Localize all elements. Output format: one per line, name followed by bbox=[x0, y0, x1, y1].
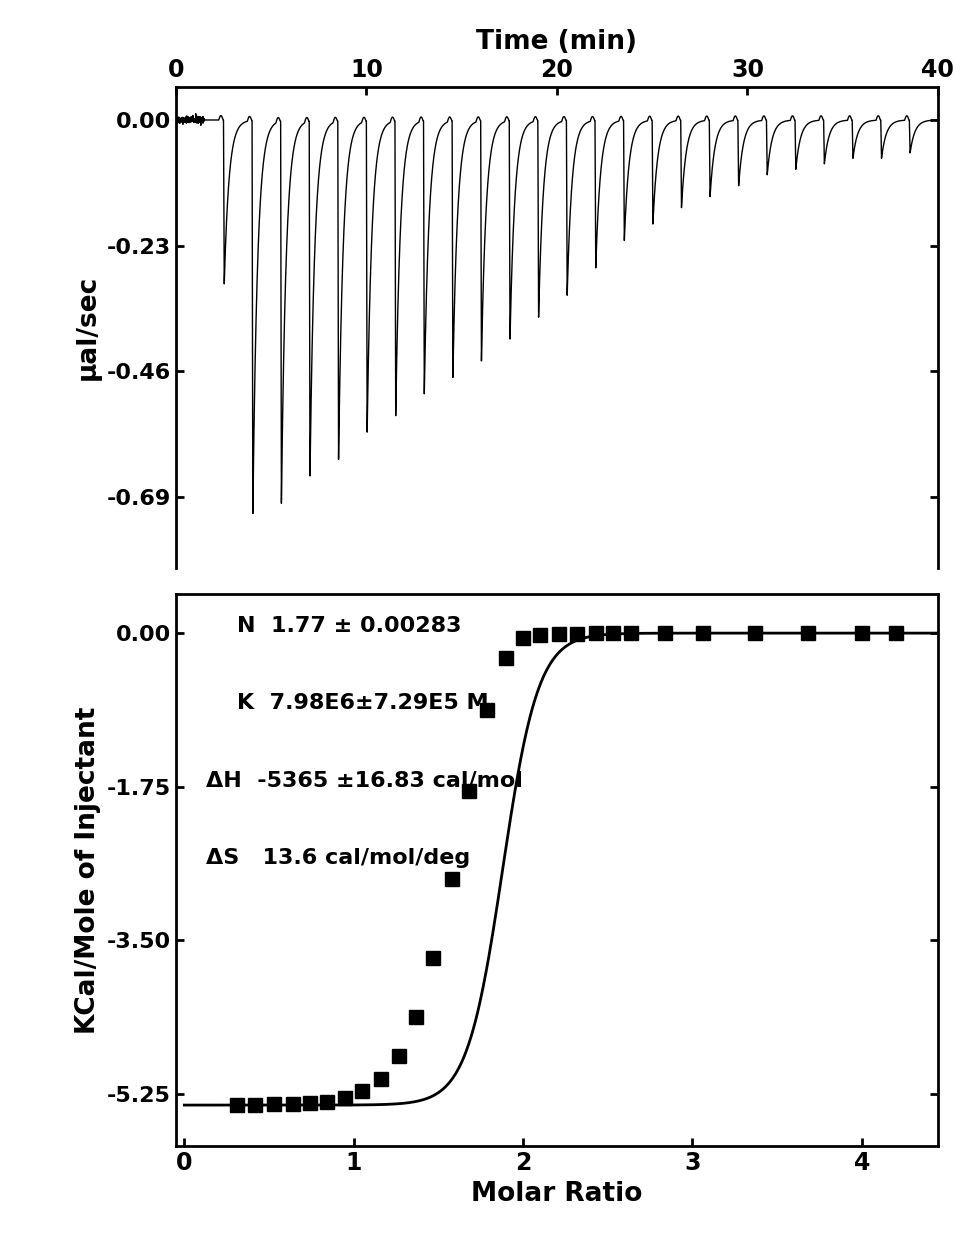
Text: K  7.98E6±7.29E5 M: K 7.98E6±7.29E5 M bbox=[236, 693, 488, 713]
Y-axis label: KCal/Mole of Injectant: KCal/Mole of Injectant bbox=[75, 706, 102, 1034]
Text: ΔS   13.6 cal/mol/deg: ΔS 13.6 cal/mol/deg bbox=[206, 847, 471, 868]
Text: N  1.77 ± 0.00283: N 1.77 ± 0.00283 bbox=[236, 616, 461, 635]
X-axis label: Molar Ratio: Molar Ratio bbox=[471, 1181, 643, 1206]
Y-axis label: μal/sec: μal/sec bbox=[75, 275, 102, 380]
Text: ΔH  -5365 ±16.83 cal/mol: ΔH -5365 ±16.83 cal/mol bbox=[206, 770, 524, 790]
X-axis label: Time (min): Time (min) bbox=[477, 29, 637, 55]
